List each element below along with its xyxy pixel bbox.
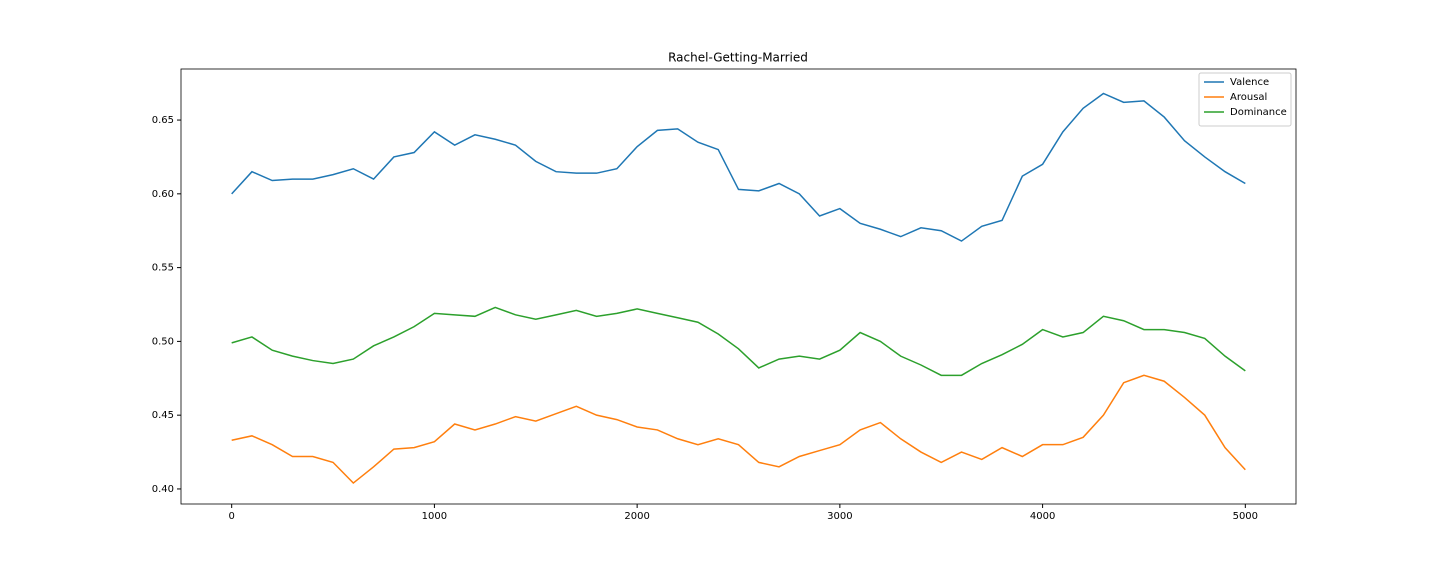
y-tick-label: 0.55 (152, 263, 174, 274)
legend-label: Valence (1230, 77, 1269, 88)
y-tick-label: 0.50 (152, 336, 174, 347)
x-tick-label: 0 (228, 511, 234, 522)
y-tick-label: 0.65 (152, 115, 174, 126)
series-line (231, 92, 1246, 242)
series-line (231, 374, 1246, 485)
x-tick-label: 1000 (422, 511, 447, 522)
x-tick-label: 4000 (1030, 511, 1055, 522)
legend-label: Dominance (1230, 107, 1287, 118)
chart-title: Rachel-Getting-Married (668, 51, 808, 65)
x-tick-label: 3000 (827, 511, 852, 522)
x-tick-label: 2000 (624, 511, 649, 522)
legend-label: Arousal (1230, 92, 1267, 103)
y-tick-label: 0.45 (152, 410, 174, 421)
y-tick-label: 0.40 (152, 484, 174, 495)
series-line (231, 306, 1246, 377)
plot-frame (180, 68, 1297, 505)
y-tick-label: 0.60 (152, 189, 174, 200)
x-tick-label: 5000 (1233, 511, 1258, 522)
